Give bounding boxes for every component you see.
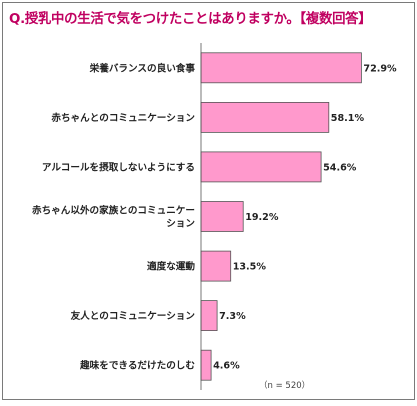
bar xyxy=(200,102,330,133)
category-label: 友人とのコミュニケーション xyxy=(70,310,196,322)
value-label: 4.6% xyxy=(213,361,240,372)
bar xyxy=(200,52,362,84)
value-label: 58.1% xyxy=(331,113,365,124)
value-label: 54.6% xyxy=(323,162,357,173)
category-label: アルコールを摂取しないようにする xyxy=(42,161,195,173)
bar-chart: 72.9% 栄養バランスの良い食事 58.1% 赤ちゃんとのコミュニケーション 54.6… xyxy=(32,43,397,391)
category-label: 赤ちゃんとのコミュニケーション xyxy=(51,112,195,124)
category-label: 栄養バランスの良い食事 xyxy=(89,62,196,74)
chart-title: Q.授乳中の生活で気をつけたことはありますか。【複数回答】 xyxy=(9,12,372,27)
bar xyxy=(200,349,212,381)
bar xyxy=(200,250,232,282)
value-label: 72.9% xyxy=(363,63,397,74)
category-label: ション xyxy=(166,219,195,230)
bar xyxy=(200,151,322,183)
category-label: 趣味をできるだけたのしむ xyxy=(79,360,195,372)
bar xyxy=(200,300,218,332)
bar xyxy=(200,201,244,232)
value-label: 13.5% xyxy=(233,262,267,273)
category-label: 適度な運動 xyxy=(147,261,195,273)
category-label: 赤ちゃん以外の家族とのコミュニケー xyxy=(32,205,195,217)
chart-frame: Q.授乳中の生活で気をつけたことはありますか。【複数回答】 72.9% 栄養バラン… xyxy=(2,2,415,400)
sample-size-note: （n = 520） xyxy=(259,380,310,391)
value-label: 7.3% xyxy=(219,311,246,322)
value-label: 19.2% xyxy=(245,212,279,223)
